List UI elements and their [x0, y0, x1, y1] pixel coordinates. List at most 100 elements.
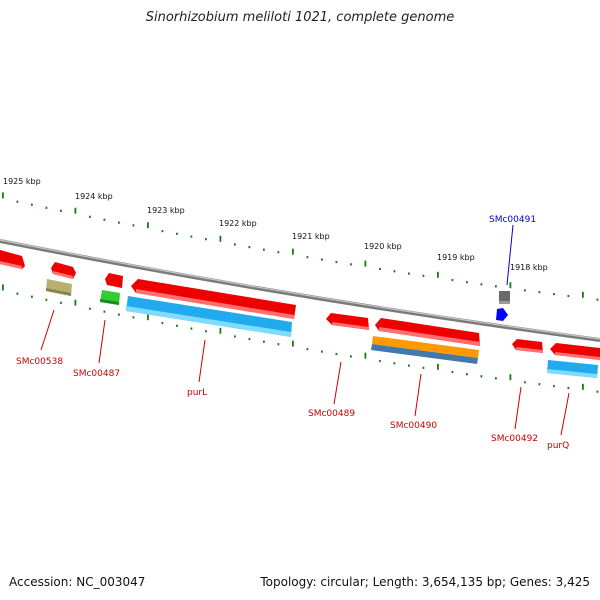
minor-tick [306, 256, 309, 259]
leader-smc00492 [514, 386, 522, 430]
gene-feature-smc00490-gene[interactable] [375, 318, 480, 346]
minor-tick [60, 301, 62, 304]
minor-tick [103, 310, 106, 313]
genome-backbone [0, 239, 600, 342]
minor-tick [132, 316, 135, 319]
major-tick [74, 207, 77, 214]
minor-tick [553, 385, 555, 388]
minor-tick [60, 209, 62, 212]
minor-tick [16, 200, 19, 203]
minor-tick [451, 371, 454, 374]
major-tick [74, 299, 77, 306]
scale-label-1921: 1921 kbp [292, 232, 330, 241]
minor-tick [205, 238, 207, 241]
leader-smc00487 [98, 319, 106, 364]
minor-tick [350, 263, 352, 266]
major-tick [364, 352, 367, 359]
leader-smc00489 [333, 361, 342, 405]
gene-label-smc00491[interactable]: SMc00491 [489, 215, 536, 225]
genome-backbone-highlight [0, 239, 600, 340]
gene-feature-smc00490-cds[interactable] [371, 336, 479, 364]
gene-label-purl[interactable]: purL [187, 388, 207, 398]
major-tick [292, 340, 294, 347]
major-tick [509, 374, 512, 381]
minor-tick [103, 218, 106, 221]
minor-tick [408, 364, 410, 367]
minor-tick [190, 235, 193, 238]
gene-feature-left-edge[interactable] [0, 250, 25, 269]
minor-tick [45, 298, 48, 301]
gene-feature-smc00491-misc[interactable] [499, 291, 510, 304]
map-title: Sinorhizobium meliloti 1021, complete ge… [145, 10, 455, 25]
gene-label-smc00487[interactable]: SMc00487 [73, 369, 120, 379]
minor-tick [176, 324, 178, 327]
minor-tick [480, 283, 483, 286]
major-tick [437, 363, 439, 370]
scale-label-1918: 1918 kbp [510, 263, 548, 272]
major-tick [219, 327, 222, 334]
minor-tick [422, 274, 425, 277]
minor-tick [538, 383, 541, 386]
scale-label-1925: 1925 kbp [3, 177, 41, 186]
scale-label-1924: 1924 kbp [75, 192, 113, 201]
minor-tick [408, 272, 410, 275]
minor-tick [524, 381, 526, 384]
gene-feature-smc00489-gene[interactable] [326, 313, 369, 330]
minor-tick [567, 386, 570, 390]
leader-smc00490 [414, 373, 422, 417]
minor-tick [132, 224, 135, 227]
gene-feature-purq-cds[interactable] [547, 360, 598, 378]
minor-tick [553, 293, 555, 296]
gene-label-smc00490[interactable]: SMc00490 [390, 421, 437, 431]
gene-feature-smc00492-gene[interactable] [512, 339, 543, 353]
minor-tick [118, 221, 120, 224]
minor-tick [335, 352, 338, 356]
leader-smc00538 [40, 309, 55, 351]
leader-purl [198, 339, 206, 383]
gene-feature-purq-gene[interactable] [550, 343, 600, 360]
minor-tick [16, 292, 19, 295]
minor-tick [495, 377, 497, 380]
gene-feature-smc00538-top[interactable] [51, 262, 76, 279]
gene-feature-smc00538-cds[interactable] [46, 279, 72, 296]
minor-tick [596, 390, 599, 393]
minor-tick [263, 340, 265, 343]
gene-label-smc00492[interactable]: SMc00492 [491, 434, 538, 444]
minor-tick [248, 246, 251, 249]
gene-label-purq[interactable]: purQ [547, 441, 569, 451]
major-tick [582, 291, 584, 298]
gene-label-smc00489[interactable]: SMc00489 [308, 409, 355, 419]
minor-tick [596, 298, 599, 301]
minor-tick [451, 279, 454, 282]
minor-tick [176, 232, 178, 235]
leader-purq [560, 392, 570, 436]
gene-feature-purl-gene[interactable] [131, 279, 296, 319]
minor-tick [89, 215, 91, 218]
gene-feature-smc00491-rna[interactable] [496, 308, 508, 321]
lower-tick-track [2, 284, 599, 393]
minor-tick [248, 338, 251, 341]
gene-feature-smc00487-cds[interactable] [100, 290, 120, 305]
minor-tick [466, 281, 468, 284]
major-tick [364, 260, 367, 267]
minor-tick [205, 330, 207, 333]
minor-tick [567, 294, 570, 298]
minor-tick [393, 270, 396, 273]
gene-feature-smc00487-top[interactable] [105, 273, 123, 288]
gene-label-smc00538[interactable]: SMc00538 [16, 357, 63, 367]
minor-tick [306, 348, 309, 351]
minor-tick [190, 327, 193, 330]
major-tick [147, 314, 149, 321]
minor-tick [335, 260, 338, 264]
major-tick [582, 383, 584, 390]
minor-tick [350, 355, 352, 358]
minor-tick [321, 258, 323, 261]
minor-tick [393, 362, 396, 365]
leader-smc00491 [506, 224, 514, 286]
major-tick [292, 248, 294, 255]
major-tick [509, 282, 512, 289]
gene-feature-purl-cds[interactable] [126, 296, 292, 337]
minor-tick [538, 291, 541, 294]
major-tick [147, 222, 149, 229]
